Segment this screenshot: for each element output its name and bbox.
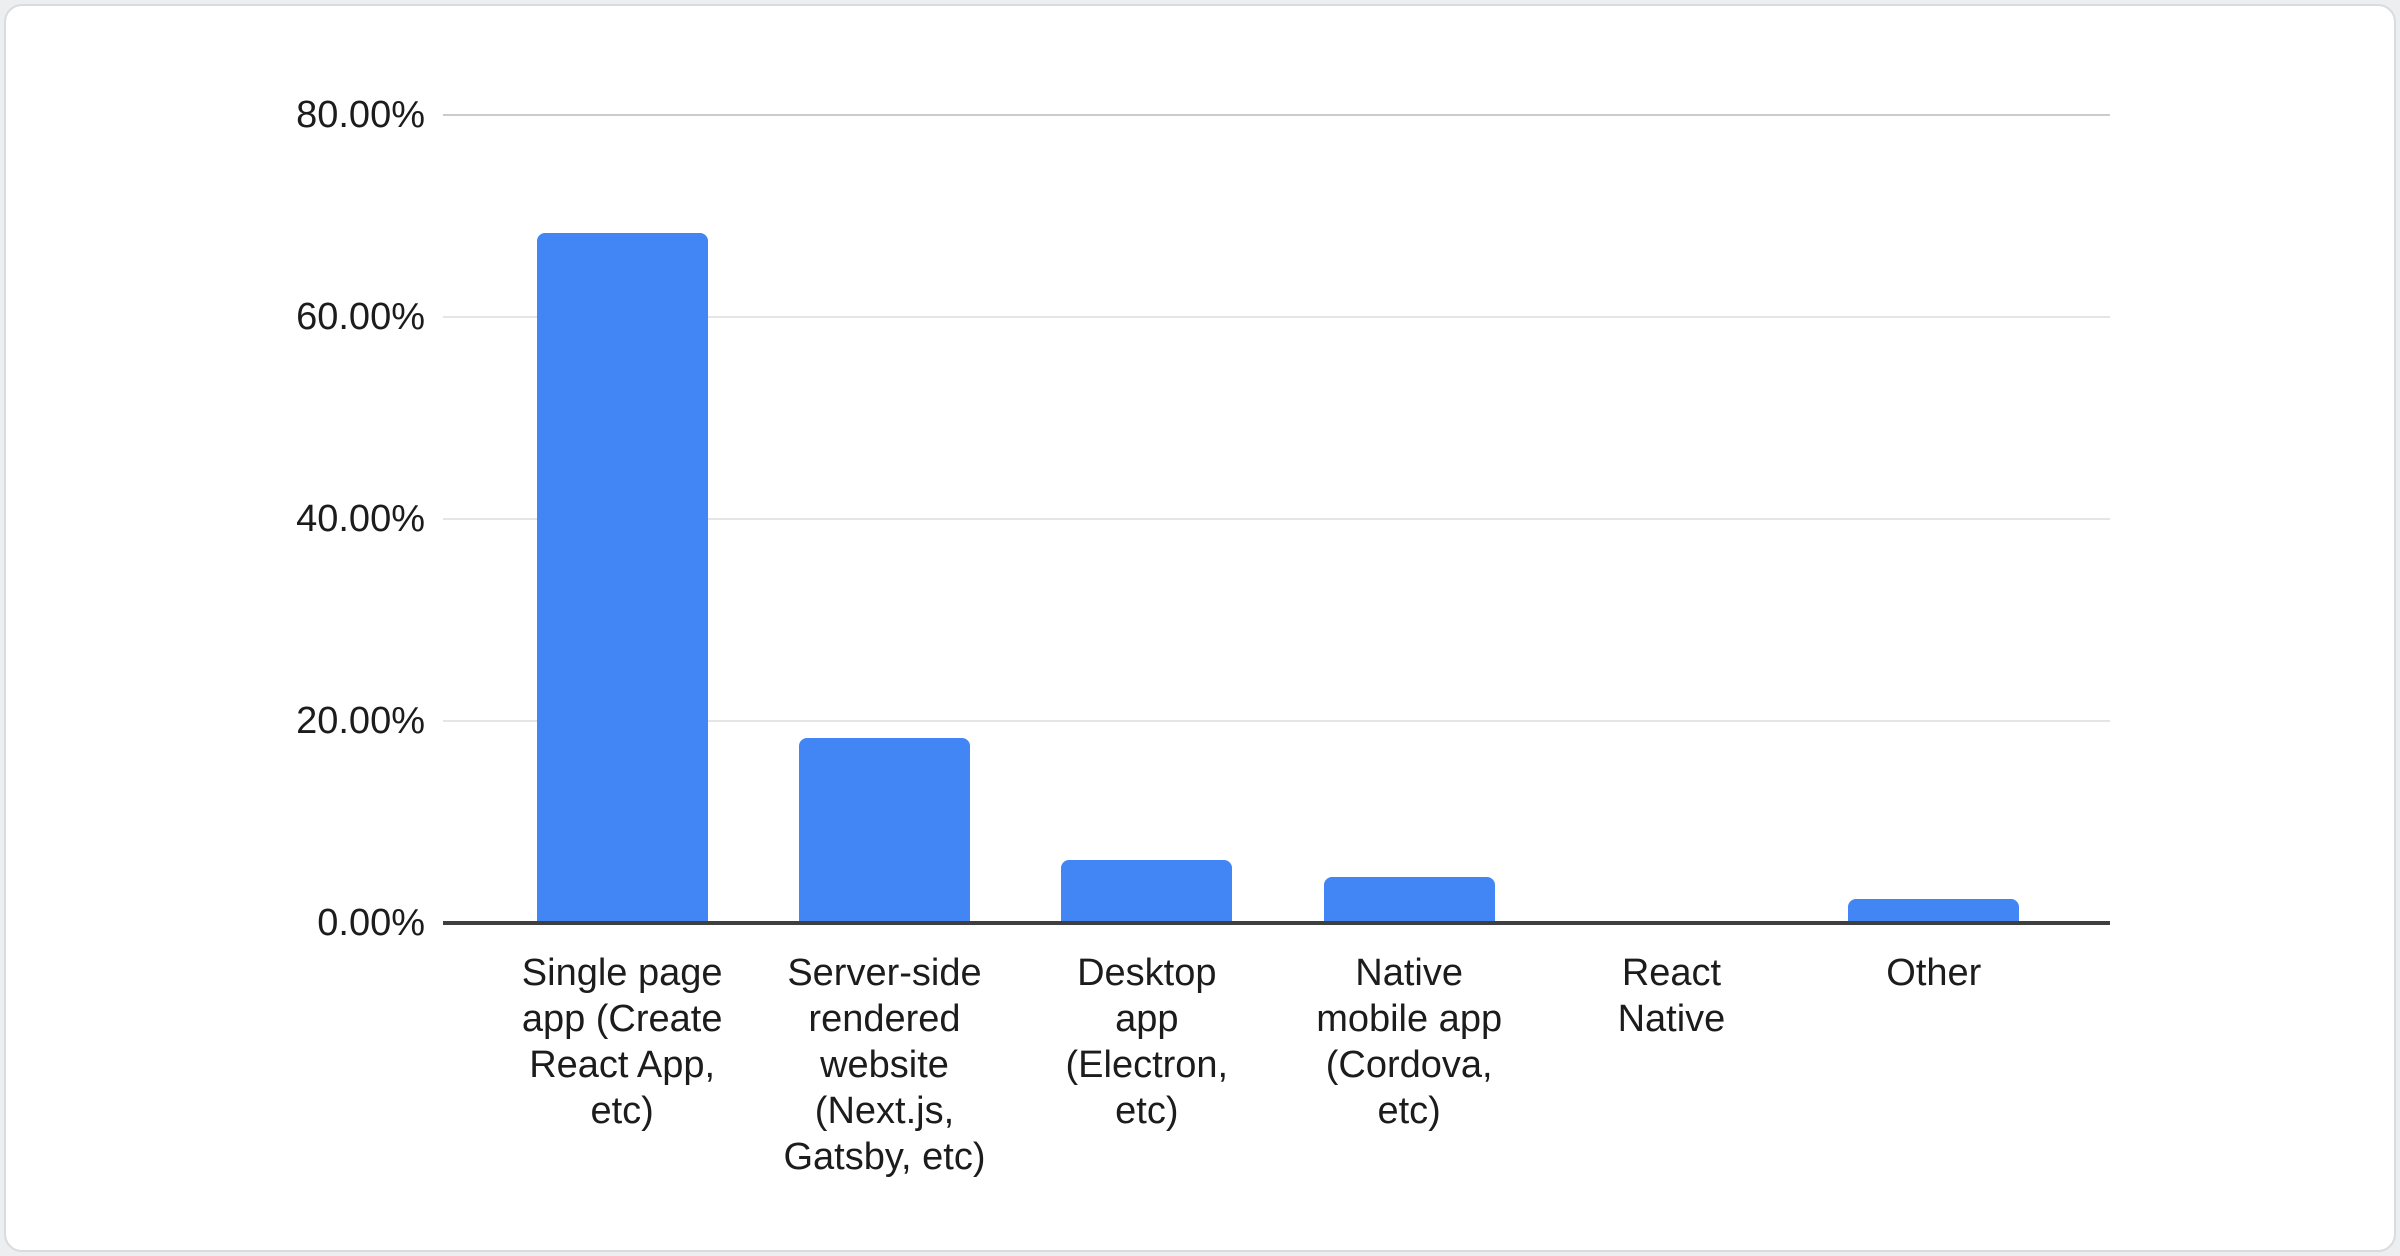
bar-1 <box>536 233 708 923</box>
y-axis-tick-label: 20.00% <box>296 700 425 742</box>
category-slot: Native mobile app (Cordova, etc) <box>1278 115 1540 1132</box>
bar-4 <box>1323 877 1495 923</box>
category-label: React Native <box>1617 952 1726 1040</box>
bar-slots: Single page app (Create React App, etc) S… <box>491 115 2065 1178</box>
category-slot: Single page app (Create React App, etc) <box>491 115 753 1132</box>
y-axis-tick-label: 60.00% <box>296 296 425 338</box>
category-slot: Other <box>1803 115 2065 994</box>
category-label: Other <box>1886 952 1982 994</box>
category-label: Desktop app (Electron, etc) <box>1065 952 1229 1132</box>
category-slot: Server-side rendered website (Next.js, G… <box>753 115 1015 1178</box>
gridline-80 <box>443 114 2110 116</box>
bar-2 <box>798 738 970 923</box>
plot-area: Single page app (Create React App, etc) S… <box>443 114 2110 1178</box>
y-axis-tick-labels: 0.00% 20.00% 40.00% 60.00% 80.00% <box>0 0 425 1256</box>
gridline-60 <box>443 316 2110 318</box>
category-slot: React Native <box>1540 115 1802 1040</box>
bar-3 <box>1061 860 1233 923</box>
gridline-40 <box>443 518 2110 520</box>
category-slot: Desktop app (Electron, etc) <box>1016 115 1278 1132</box>
chart-card <box>4 4 2396 1252</box>
x-axis-line <box>443 921 2110 925</box>
y-axis-tick-label: 40.00% <box>296 498 425 540</box>
category-label: Native mobile app (Cordova, etc) <box>1316 952 1503 1132</box>
y-axis-tick-label: 0.00% <box>317 902 425 944</box>
category-label: Server-side rendered website (Next.js, G… <box>783 952 986 1178</box>
bar-6 <box>1848 899 2020 923</box>
gridline-20 <box>443 720 2110 722</box>
y-axis-tick-label: 80.00% <box>296 94 425 136</box>
category-label: Single page app (Create React App, etc) <box>521 952 723 1132</box>
